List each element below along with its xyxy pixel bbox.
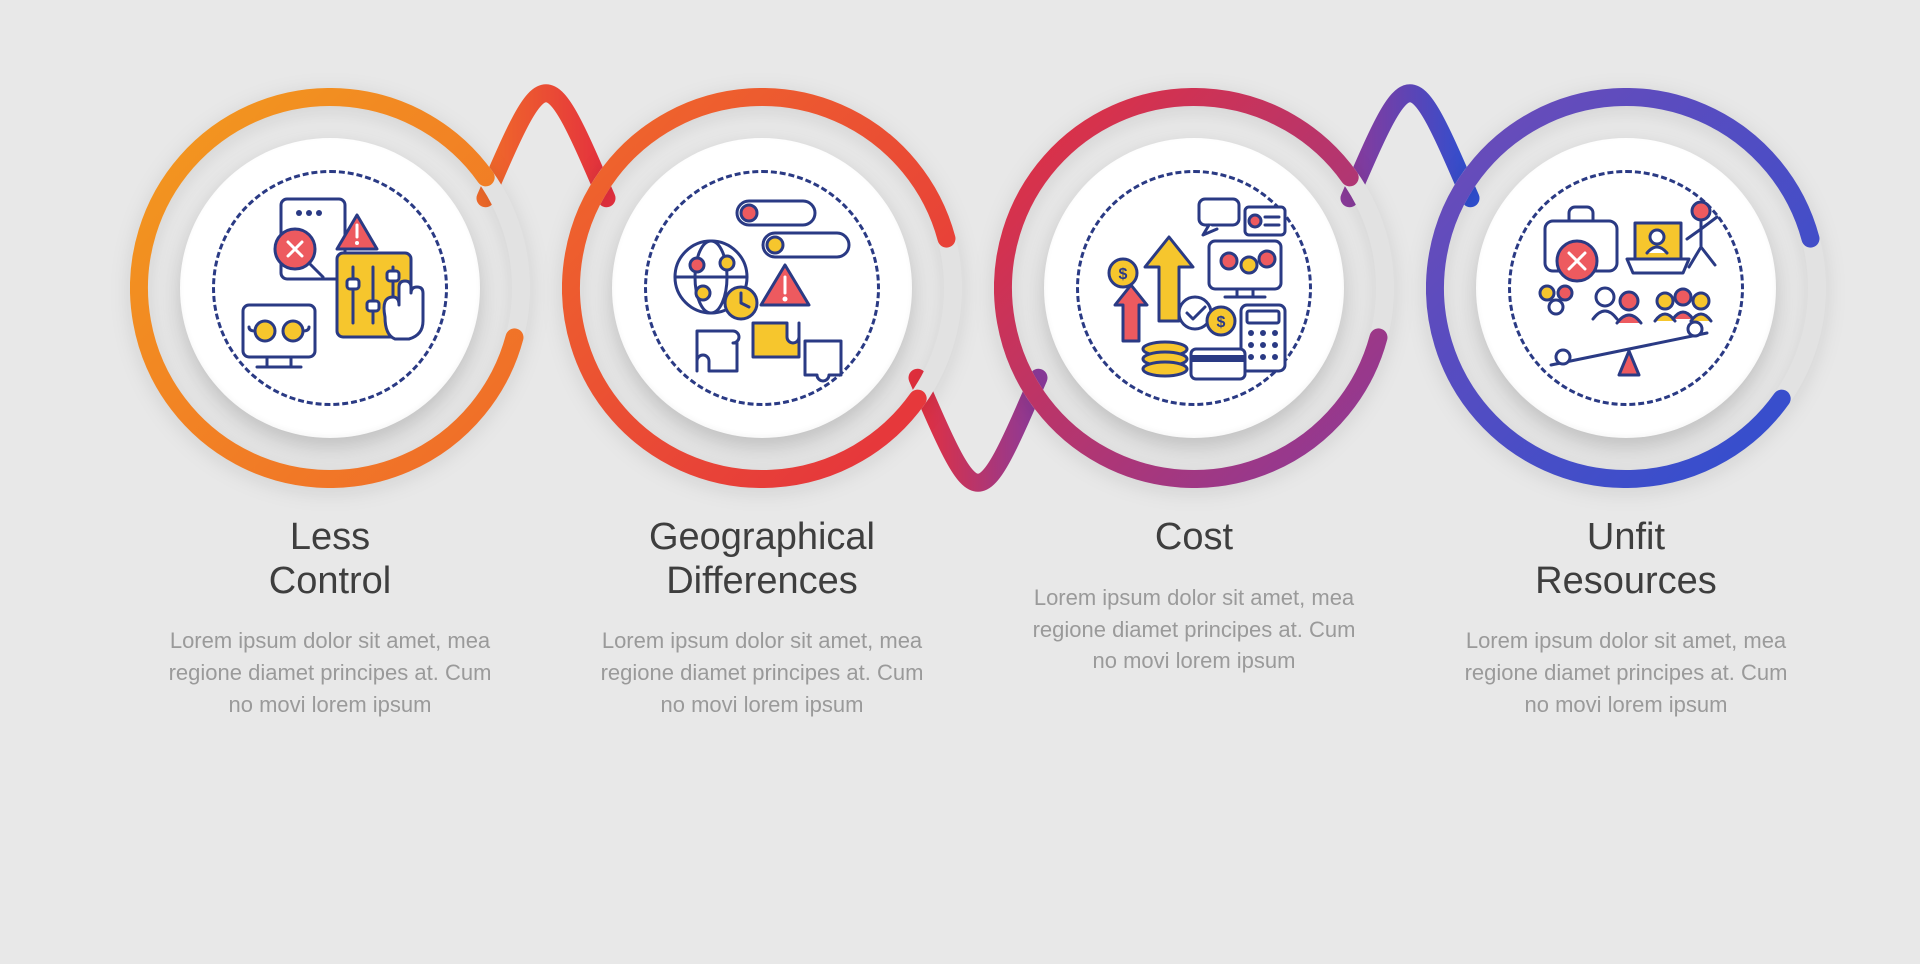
item-desc: Lorem ipsum dolor sit amet, mea regione …: [587, 625, 937, 721]
svg-text:$: $: [1217, 314, 1226, 331]
item-title: Geographical Differences: [587, 516, 937, 603]
less-control-icon: [235, 193, 425, 383]
item-title: Less Control: [155, 516, 505, 603]
cost-icon: $$: [1099, 193, 1289, 383]
svg-text:$: $: [1119, 266, 1128, 283]
item-desc: Lorem ipsum dolor sit amet, mea regione …: [155, 625, 505, 721]
circle-wrap: [130, 88, 530, 488]
item-title: Cost: [1019, 516, 1369, 560]
infographic-item-geographical-differences: Geographical Differences Lorem ipsum dolo…: [562, 88, 962, 721]
unfit-icon: [1531, 193, 1721, 383]
circle-wrap: [562, 88, 962, 488]
text-block: Geographical Differences Lorem ipsum dolo…: [587, 516, 937, 721]
infographic-item-unfit-resources: Unfit Resources Lorem ipsum dolor sit ame…: [1426, 88, 1826, 721]
item-title: Unfit Resources: [1451, 516, 1801, 603]
text-block: Cost Lorem ipsum dolor sit amet, mea regi…: [1019, 516, 1369, 677]
infographic-item-cost: $$CostLorem ipsum dolor sit amet, mea re…: [994, 88, 1394, 677]
item-desc: Lorem ipsum dolor sit amet, mea regione …: [1451, 625, 1801, 721]
circle-wrap: $$: [994, 88, 1394, 488]
text-block: Unfit Resources Lorem ipsum dolor sit ame…: [1451, 516, 1801, 721]
geographical-icon: [667, 193, 857, 383]
infographic-item-less-control: Less Control Lorem ipsum dolor sit amet, …: [130, 88, 530, 721]
infographic-stage: Less Control Lorem ipsum dolor sit amet, …: [0, 0, 1920, 964]
circle-wrap: [1426, 88, 1826, 488]
item-desc: Lorem ipsum dolor sit amet, mea regione …: [1019, 582, 1369, 678]
text-block: Less Control Lorem ipsum dolor sit amet, …: [155, 516, 505, 721]
